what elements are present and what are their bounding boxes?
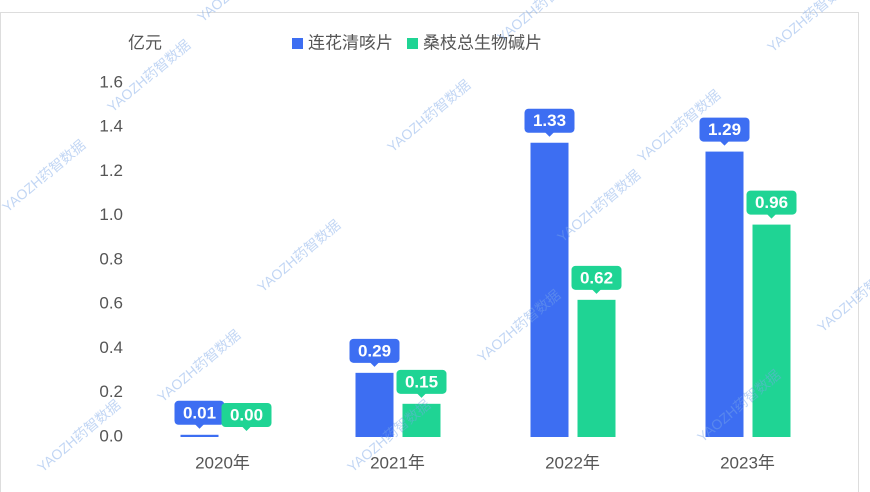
y-tick-label: 1.4 — [99, 117, 123, 136]
x-tick-label: 2023年 — [720, 453, 775, 472]
watermark: YAOZH药智数据 — [814, 257, 870, 336]
value-label: 0.29 — [358, 341, 391, 360]
value-label-pointer — [544, 131, 555, 137]
value-label: 1.29 — [708, 120, 741, 139]
y-tick-label: 0.4 — [99, 338, 123, 357]
y-tick-label: 1.0 — [99, 205, 123, 224]
unit-label: 亿元 — [128, 33, 162, 52]
value-label-pointer — [766, 213, 777, 219]
value-label: 0.96 — [755, 193, 788, 212]
bar — [402, 403, 441, 437]
x-tick-label: 2021年 — [370, 453, 425, 472]
bar — [180, 434, 219, 437]
bar — [705, 151, 744, 437]
value-label-box — [221, 403, 272, 427]
value-label-box — [396, 369, 447, 394]
bar — [530, 142, 569, 438]
bar — [577, 299, 616, 437]
watermark: YAOZH药智数据 — [0, 137, 88, 216]
legend-swatch — [407, 38, 418, 49]
frame — [0, 12, 859, 492]
value-label: 0.01 — [183, 403, 216, 422]
value-label-box — [746, 190, 797, 215]
bar — [355, 372, 394, 437]
legend-swatch — [292, 38, 303, 49]
y-tick-label: 1.6 — [99, 72, 123, 91]
x-tick-label: 2022年 — [545, 453, 600, 472]
value-label: 0.15 — [405, 372, 438, 391]
watermark: YAOZH药智数据 — [384, 77, 473, 156]
y-tick-label: 0.6 — [99, 294, 123, 313]
watermark: YAOZH药智数据 — [764, 0, 853, 55]
value-label-pointer — [369, 361, 380, 367]
value-label-pointer — [719, 140, 730, 146]
bar — [752, 224, 791, 437]
value-label-box — [699, 117, 750, 142]
legend-label: 连花清咳片 — [308, 33, 393, 52]
value-label-box — [174, 400, 225, 425]
value-label: 0.00 — [230, 405, 263, 424]
value-label-pointer — [591, 288, 602, 294]
x-tick-label: 2020年 — [195, 453, 250, 472]
y-tick-label: 1.2 — [99, 161, 123, 180]
y-tick-label: 0.2 — [99, 382, 123, 401]
value-label-box — [571, 265, 622, 290]
value-label-box — [524, 108, 575, 133]
value-label: 0.62 — [580, 268, 613, 287]
watermark: YAOZH药智数据 — [154, 327, 243, 406]
value-label-box — [349, 338, 400, 363]
legend-label: 桑枝总生物碱片 — [423, 33, 542, 52]
y-tick-label: 0.0 — [99, 426, 123, 445]
value-label-pointer — [416, 392, 427, 398]
value-label-pointer — [194, 423, 205, 429]
value-label: 1.33 — [533, 111, 566, 130]
y-tick-label: 0.8 — [99, 249, 123, 268]
value-label-pointer — [241, 426, 252, 431]
watermark: YAOZH药智数据 — [254, 217, 343, 296]
